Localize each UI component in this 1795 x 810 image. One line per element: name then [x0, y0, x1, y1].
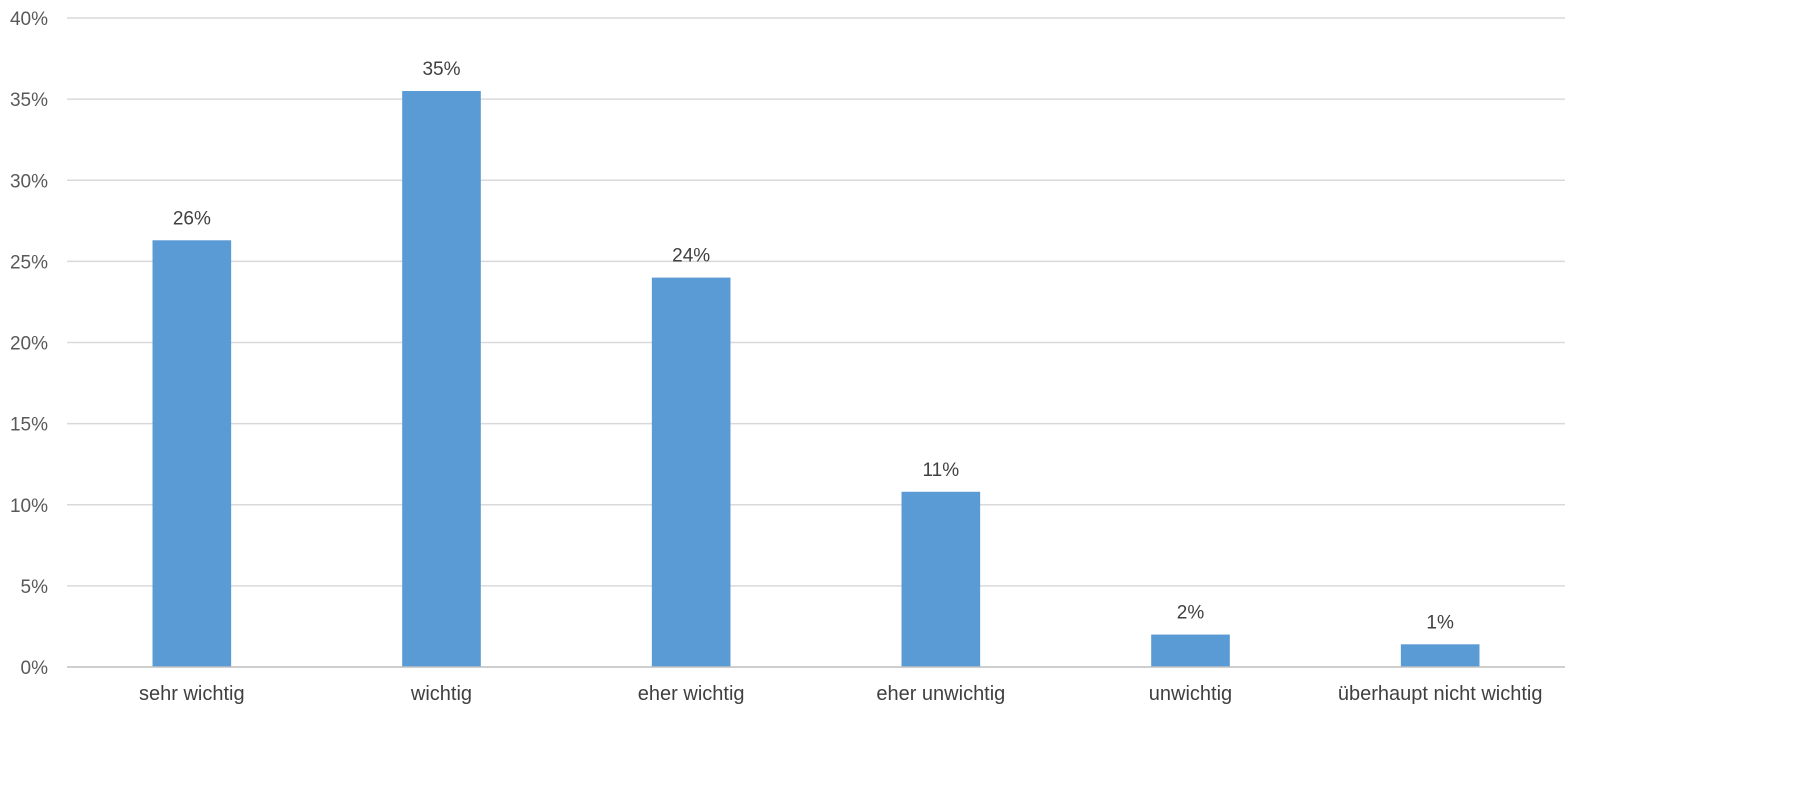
data-label: 1% [1426, 612, 1454, 633]
bar [152, 240, 232, 667]
x-category-label: sehr wichtig [139, 683, 245, 705]
y-tick-label: 25% [10, 252, 48, 273]
x-category-label: wichtig [410, 683, 472, 705]
bar [402, 91, 481, 667]
data-label: 24% [672, 246, 710, 267]
x-axis-category-labels: sehr wichtig wichtig eher wichtig eher unwi… [139, 683, 1542, 705]
bar [1151, 634, 1230, 667]
data-label: 2% [1177, 603, 1205, 624]
x-category-label: eher unwichtig [876, 683, 1005, 705]
y-tick-label: 20% [10, 334, 48, 355]
x-category-label: unwichtig [1149, 683, 1232, 705]
data-label: 11% [923, 460, 960, 481]
data-labels: 26% 35% 24% 11% 2% 1% [173, 59, 1454, 633]
gridlines [67, 17, 1565, 587]
bar [901, 491, 981, 667]
bars [152, 91, 1480, 667]
y-tick-label: 40% [10, 9, 48, 30]
data-label: 35% [422, 59, 460, 80]
bar [651, 277, 731, 667]
y-axis-tick-labels: 0% 5% 10% 15% 20% 25% 30% 35% 40% [10, 9, 48, 679]
y-tick-label: 30% [10, 171, 48, 192]
bar [1400, 644, 1480, 667]
y-tick-label: 15% [10, 415, 48, 436]
x-category-label: überhaupt nicht wichtig [1338, 683, 1543, 705]
y-tick-label: 10% [10, 496, 48, 517]
data-label: 26% [173, 208, 211, 229]
y-tick-label: 35% [10, 90, 48, 111]
y-tick-label: 5% [21, 577, 49, 598]
y-tick-label: 0% [21, 658, 49, 679]
x-category-label: eher wichtig [638, 683, 745, 705]
